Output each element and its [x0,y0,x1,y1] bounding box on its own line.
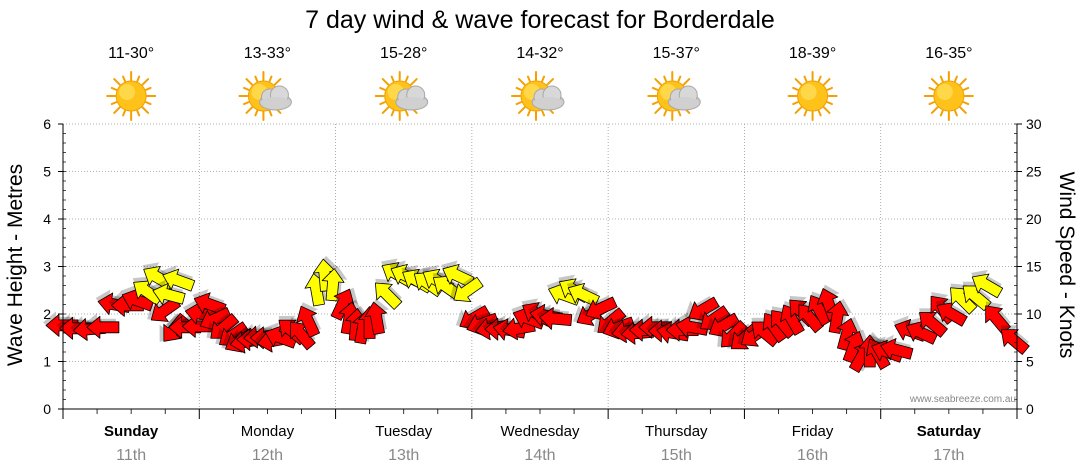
temperature-label: 13-33° [244,45,291,62]
date-label: 14th [524,447,555,464]
y-axis-title-left: Wave Height - Metres [4,164,27,366]
wind-arrow [962,281,992,312]
date-label: 15th [661,447,692,464]
sun-icon [923,71,974,121]
left-tick-label: 4 [43,211,51,227]
day-label: Saturday [917,423,982,440]
wind-arrow [150,279,186,305]
y-axis-title-right: Wind Speed - Knots [1055,172,1078,359]
sun-cloud-icon [511,71,565,121]
day-label: Wednesday [501,423,580,440]
left-tick-label: 5 [43,164,51,180]
left-tick-label: 3 [43,259,51,275]
wind-arrow [935,298,968,327]
chart-title: 7 day wind & wave forecast for Borderdal… [305,6,775,34]
temperature-label: 14-32° [516,45,563,62]
left-tick-label: 2 [43,306,51,322]
day-label: Sunday [104,423,159,440]
credit-text: www.seabreeze.com.au [909,394,1016,405]
wind-arrow [83,313,120,339]
wind-arrow [566,279,600,307]
temperature-label: 16-35° [925,45,972,62]
date-label: 12th [252,447,283,464]
temperature-label: 11-30° [108,45,154,62]
wind-arrow [449,276,484,303]
right-tick-label: 20 [1026,211,1042,227]
wind-arrow [192,288,227,316]
wind-arrow [985,301,1011,335]
temperature-label: 15-28° [380,45,427,62]
sun-cloud-icon [647,71,701,121]
left-tick-label: 6 [43,116,51,132]
date-label: 16th [797,447,828,464]
temperature-label: 15-37° [653,45,700,62]
wind-arrow [950,283,978,315]
wind-arrow [971,269,1004,299]
day-label: Tuesday [375,423,432,440]
wind-arrow [441,260,475,288]
right-tick-label: 30 [1026,116,1042,132]
wind-arrow [290,317,316,351]
right-tick-label: 15 [1026,259,1042,275]
wind-arrow [321,265,348,302]
wind-arrow [581,295,618,321]
wind-arrow [919,308,948,338]
wind-arrow [161,265,196,292]
day-label: Friday [792,423,834,440]
left-tick-label: 0 [43,401,51,417]
wind-arrow [904,317,938,345]
date-label: 17th [933,447,964,464]
wind-arrow [826,298,853,334]
sun-icon [106,71,157,121]
temperature-label: 18-39° [789,45,836,62]
sun-cloud-icon [374,71,429,121]
date-label: 13th [388,447,419,464]
right-tick-label: 5 [1026,354,1034,370]
right-tick-label: 0 [1026,401,1034,417]
day-label: Monday [241,423,295,440]
sun-icon [787,71,838,121]
right-tick-label: 10 [1026,306,1042,322]
wind-arrow [1000,325,1030,355]
wind-arrow [536,304,573,330]
left-tick-label: 1 [43,354,51,370]
wind-arrow [120,285,155,312]
wind-arrow [842,329,870,364]
day-label: Thursday [645,423,708,440]
wind-arrow [364,298,390,335]
wind-arrow [878,334,914,361]
wind-arrow [374,278,403,310]
right-tick-label: 25 [1026,164,1042,180]
date-label: 11th [116,447,146,464]
wind-arrow [296,302,322,338]
sun-cloud-icon [238,71,292,121]
